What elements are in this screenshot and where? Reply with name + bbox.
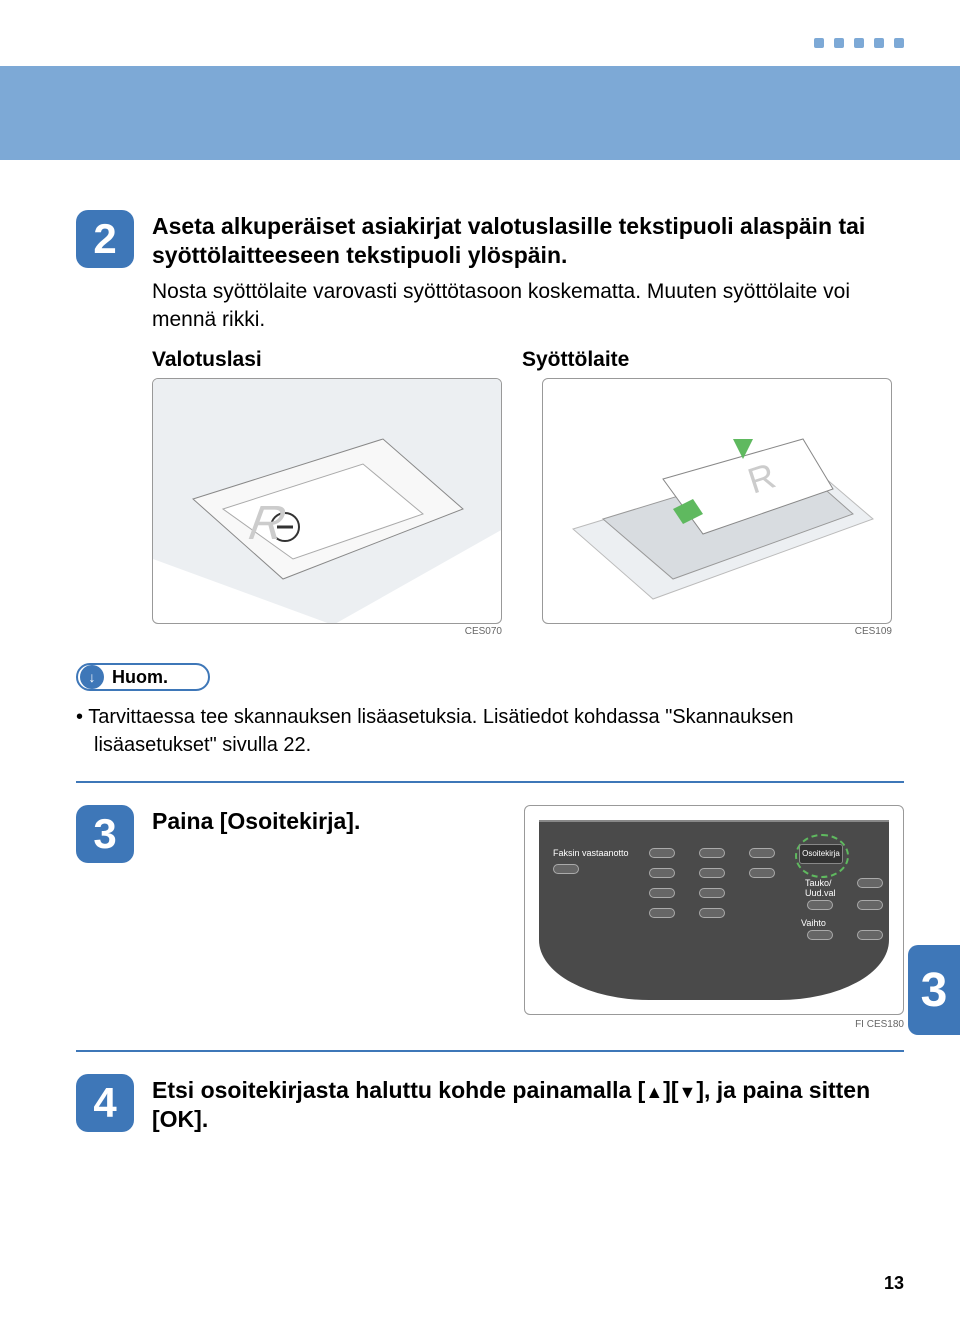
step-4-title-mid: ][ — [663, 1077, 678, 1103]
step-2-number: 2 — [76, 210, 134, 268]
illustration-control-panel: Faksin vastaanotto Osoitekirja — [524, 805, 904, 1015]
image-label-right: Syöttölaite — [522, 348, 629, 372]
step-4-title: Etsi osoitekirjasta haluttu kohde painam… — [152, 1076, 904, 1134]
step-2-title: Aseta alkuperäiset asiakirjat valotuslas… — [152, 212, 904, 270]
step-4-number: 4 — [76, 1074, 134, 1132]
chapter-tab: 3 — [908, 945, 960, 1035]
image-label-left: Valotuslasi — [152, 348, 522, 372]
step-3-number: 3 — [76, 805, 134, 863]
panel-label-tauko: Tauko/ — [805, 878, 832, 888]
illustration-valotuslasi: R — [152, 378, 502, 624]
down-arrow-icon: ▼ — [679, 1081, 697, 1104]
step-4-title-pre: Etsi osoitekirjasta haluttu kohde painam… — [152, 1077, 645, 1103]
illustration-syottolaite: R — [542, 378, 892, 624]
step-2: 2 Aseta alkuperäiset asiakirjat valotusl… — [76, 210, 904, 334]
divider-after-step3 — [76, 1050, 904, 1052]
panel-left-label: Faksin vastaanotto — [553, 848, 629, 858]
panel-label-uudval: Uud.val — [805, 888, 836, 898]
panel-osoitekirja-button: Osoitekirja — [799, 844, 843, 864]
note-badge-label: Huom. — [112, 667, 168, 688]
caption-left: CES070 — [152, 626, 502, 637]
note-badge: ↓ Huom. — [76, 663, 210, 691]
caption-right: CES109 — [542, 626, 892, 637]
header-band — [0, 66, 960, 160]
header-dots — [814, 38, 904, 48]
panel-caption: FI CES180 — [524, 1019, 904, 1030]
up-arrow-icon: ▲ — [645, 1081, 663, 1104]
step-3-title: Paina [Osoitekirja]. — [152, 807, 506, 836]
step-3: 3 Paina [Osoitekirja]. Faksin vastaanott… — [76, 805, 904, 1030]
step-4: 4 Etsi osoitekirjasta haluttu kohde pain… — [76, 1074, 904, 1134]
page-number: 13 — [884, 1273, 904, 1294]
note-arrow-icon: ↓ — [80, 665, 104, 689]
note-bullet: • Tarvittaessa tee skannauksen lisäasetu… — [76, 703, 904, 759]
step-2-body: Nosta syöttölaite varovasti syöttötasoon… — [152, 278, 904, 335]
panel-label-vaihto: Vaihto — [801, 918, 826, 928]
